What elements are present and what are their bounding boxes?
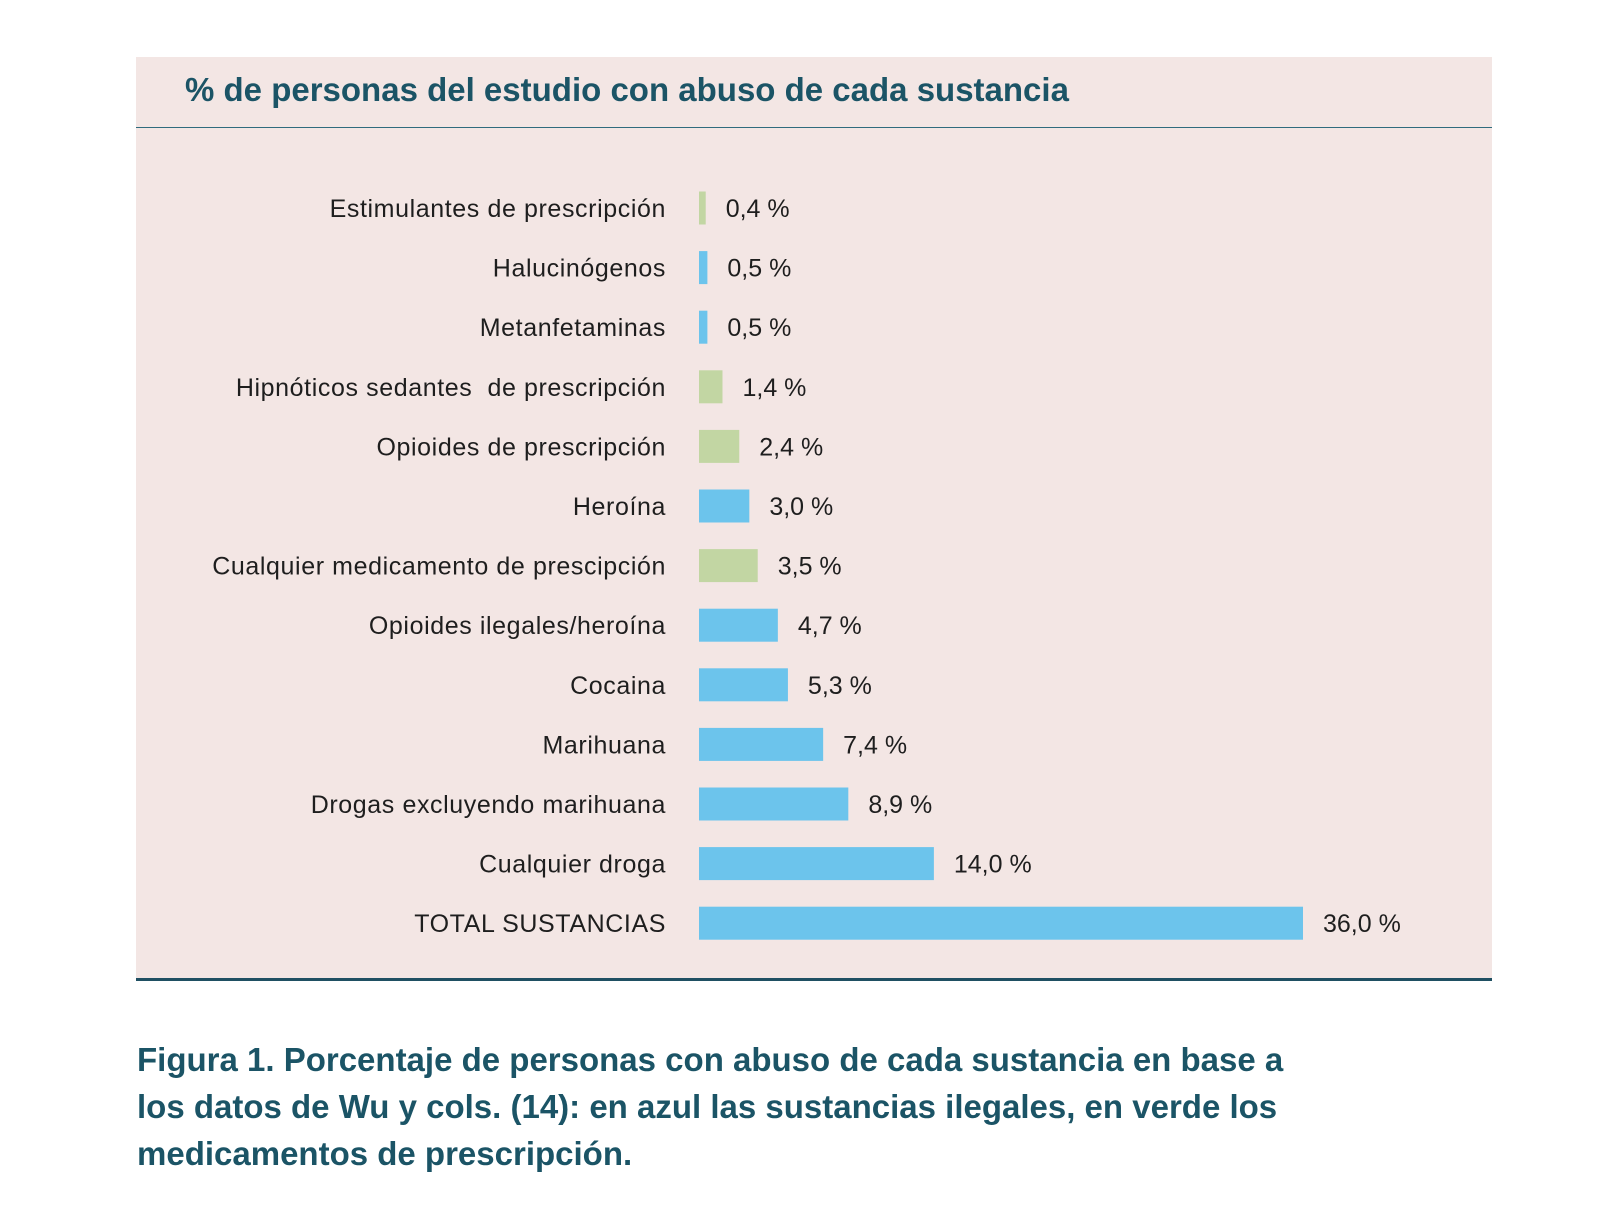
value-label: 0,4 % <box>726 195 790 223</box>
value-label: 4,7 % <box>798 612 862 640</box>
category-label: Marihuana <box>542 731 666 759</box>
category-label: Halucinógenos <box>493 255 666 283</box>
bar <box>699 549 758 583</box>
bar <box>699 906 1303 940</box>
value-label: 5,3 % <box>808 672 872 700</box>
figure-caption: Figura 1. Porcentaje de personas con abu… <box>137 1041 1284 1172</box>
value-label: 0,5 % <box>727 314 791 342</box>
category-label: Drogas excluyendo marihuana <box>311 791 666 819</box>
bar <box>699 429 740 463</box>
category-label: Cocaina <box>570 672 666 700</box>
bar <box>699 489 750 523</box>
bar <box>699 787 849 821</box>
category-label: Hipnóticos sedantes de prescripción <box>236 374 666 402</box>
value-label: 2,4 % <box>759 433 823 461</box>
value-label: 3,0 % <box>769 493 833 521</box>
bar <box>699 370 723 404</box>
category-label: Cualquier droga <box>479 851 666 879</box>
bar <box>699 191 706 225</box>
chart-title: % de personas del estudio con abuso de c… <box>185 71 1069 108</box>
bar <box>699 847 934 881</box>
bar <box>699 251 708 285</box>
value-label: 1,4 % <box>742 374 806 402</box>
category-label: Opioides de prescripción <box>376 433 666 461</box>
bar <box>699 727 824 761</box>
chart-header: % de personas del estudio con abuso de c… <box>136 57 1492 128</box>
chart-panel: % de personas del estudio con abuso de c… <box>136 57 1492 981</box>
value-label: 7,4 % <box>843 731 907 759</box>
value-label: 8,9 % <box>868 791 932 819</box>
category-label: Opioides ilegales/heroína <box>369 612 666 640</box>
category-label: TOTAL SUSTANCIAS <box>414 910 666 938</box>
category-label: Cualquier medicamento de prescipción <box>212 553 666 581</box>
bar-chart: Estimulantes de prescripción 0,4 % Halucin… <box>212 191 1401 940</box>
category-label: Heroína <box>573 493 666 521</box>
category-label: Metanfetaminas <box>480 314 666 342</box>
value-label: 14,0 % <box>954 851 1032 879</box>
value-label: 36,0 % <box>1323 910 1401 938</box>
value-label: 0,5 % <box>727 255 791 283</box>
bar <box>699 310 708 344</box>
category-label: Estimulantes de prescripción <box>330 195 666 223</box>
bar <box>699 668 788 702</box>
value-label: 3,5 % <box>778 553 842 581</box>
bar <box>699 608 778 642</box>
